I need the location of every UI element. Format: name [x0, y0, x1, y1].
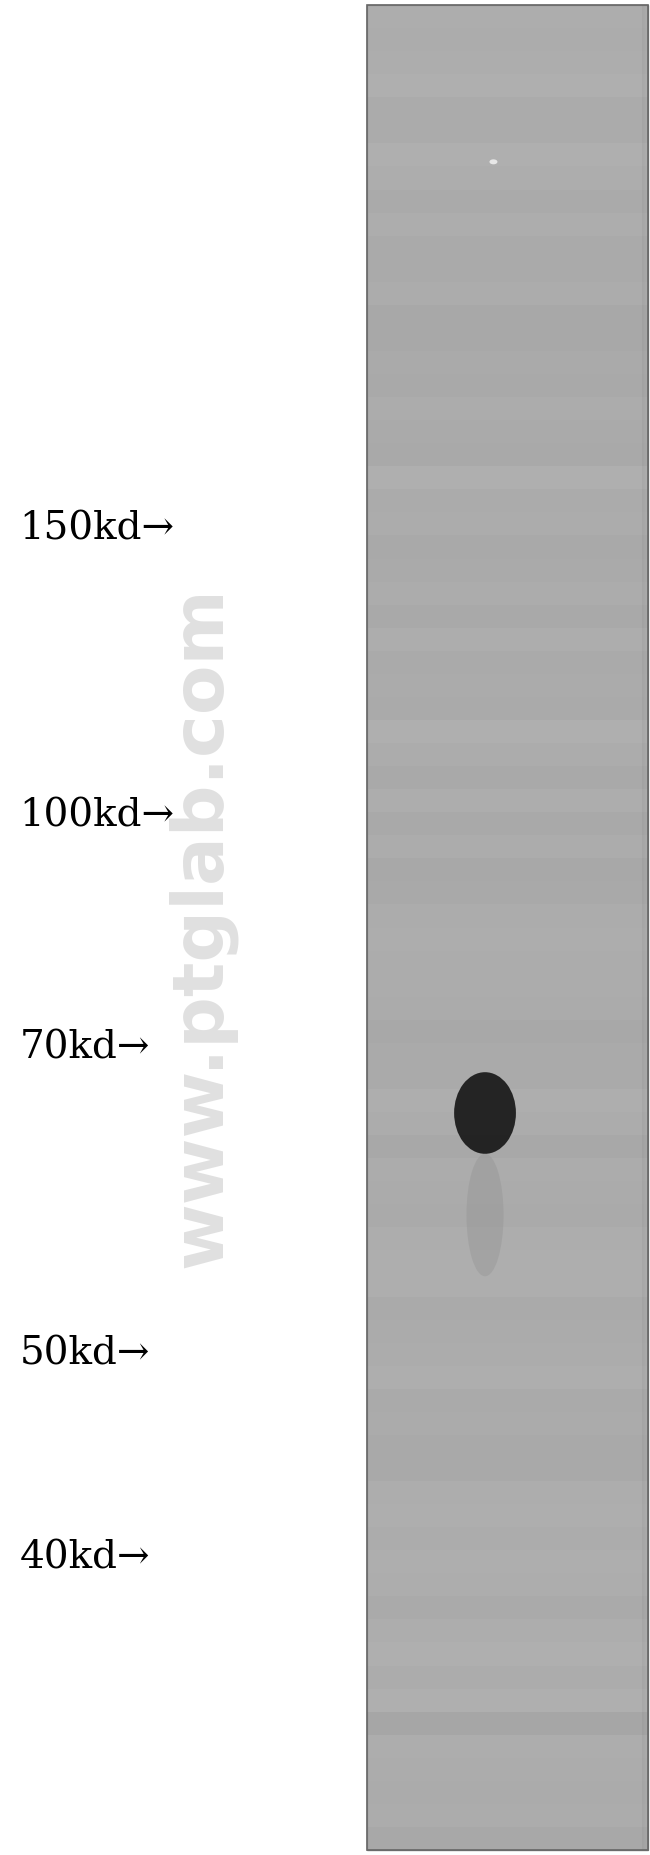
Bar [367, 812, 648, 835]
Bar [367, 1297, 648, 1319]
Bar [367, 974, 648, 996]
Text: 50kd→: 50kd→ [20, 1336, 150, 1373]
Bar [367, 605, 648, 627]
Bar [367, 258, 648, 282]
Bar [367, 213, 648, 236]
Bar [367, 673, 648, 697]
Bar [367, 1666, 648, 1688]
Bar [367, 697, 648, 720]
Bar [367, 651, 648, 673]
Bar [367, 905, 648, 928]
Bar [367, 6, 648, 1849]
Bar [367, 1781, 648, 1803]
Text: www.ptglab.com: www.ptglab.com [167, 586, 237, 1269]
Bar [642, 6, 643, 1849]
Bar [367, 1228, 648, 1250]
Bar [367, 96, 648, 121]
Bar [367, 1365, 648, 1389]
Bar [367, 304, 648, 328]
Bar [367, 466, 648, 490]
Bar [367, 28, 648, 52]
Bar [367, 1067, 648, 1089]
Bar [367, 1734, 648, 1759]
Bar [367, 1803, 648, 1827]
Bar [367, 74, 648, 96]
Bar [367, 720, 648, 744]
Bar [367, 1527, 648, 1551]
Bar [367, 627, 648, 651]
Bar [367, 121, 648, 143]
Bar [367, 1504, 648, 1527]
Bar [367, 490, 648, 512]
Bar [367, 1043, 648, 1067]
Bar [367, 1436, 648, 1458]
Bar [367, 6, 648, 28]
Bar [645, 6, 646, 1849]
Bar [367, 582, 648, 605]
Bar [367, 928, 648, 950]
Bar [367, 788, 648, 812]
Bar [367, 1389, 648, 1412]
Bar [367, 1089, 648, 1111]
Bar [367, 1273, 648, 1297]
Bar [367, 167, 648, 189]
Bar [367, 52, 648, 74]
Bar [367, 1827, 648, 1849]
Bar [367, 835, 648, 859]
Bar [367, 351, 648, 375]
Text: 40kd→: 40kd→ [20, 1540, 150, 1577]
Bar [367, 6, 648, 1849]
Bar [367, 1642, 648, 1666]
Ellipse shape [454, 1072, 516, 1154]
Bar [367, 950, 648, 974]
Bar [367, 996, 648, 1020]
Bar [644, 6, 645, 1849]
Bar [646, 6, 647, 1849]
Bar [367, 1573, 648, 1597]
Bar [643, 6, 644, 1849]
Bar [367, 1319, 648, 1343]
Bar [367, 1412, 648, 1436]
Bar [367, 1551, 648, 1573]
Bar [367, 143, 648, 167]
Text: 100kd→: 100kd→ [20, 798, 175, 835]
Bar [367, 859, 648, 881]
Bar [367, 881, 648, 905]
Bar [367, 443, 648, 466]
Bar [367, 1619, 648, 1642]
Bar [367, 328, 648, 351]
Bar [367, 1759, 648, 1781]
Bar [367, 1688, 648, 1712]
Bar [367, 1020, 648, 1043]
Bar [367, 558, 648, 582]
Ellipse shape [467, 1154, 504, 1276]
Bar [367, 512, 648, 536]
Bar [367, 1182, 648, 1204]
Bar [367, 1158, 648, 1182]
Bar [367, 1111, 648, 1135]
Bar [367, 1712, 648, 1734]
Bar [367, 744, 648, 766]
Bar [367, 1343, 648, 1365]
Bar [367, 375, 648, 397]
Bar [367, 419, 648, 443]
Bar [367, 536, 648, 558]
Bar [367, 1135, 648, 1158]
Ellipse shape [489, 160, 497, 165]
Bar [367, 236, 648, 258]
Bar [367, 1458, 648, 1480]
Bar [367, 282, 648, 304]
Bar [367, 1480, 648, 1504]
Text: 150kd→: 150kd→ [20, 510, 175, 547]
Bar [367, 189, 648, 213]
Bar [367, 1250, 648, 1273]
Bar [367, 1597, 648, 1619]
Bar [367, 766, 648, 788]
Text: 70kd→: 70kd→ [20, 1030, 150, 1067]
Bar [367, 397, 648, 419]
Bar [367, 1204, 648, 1228]
